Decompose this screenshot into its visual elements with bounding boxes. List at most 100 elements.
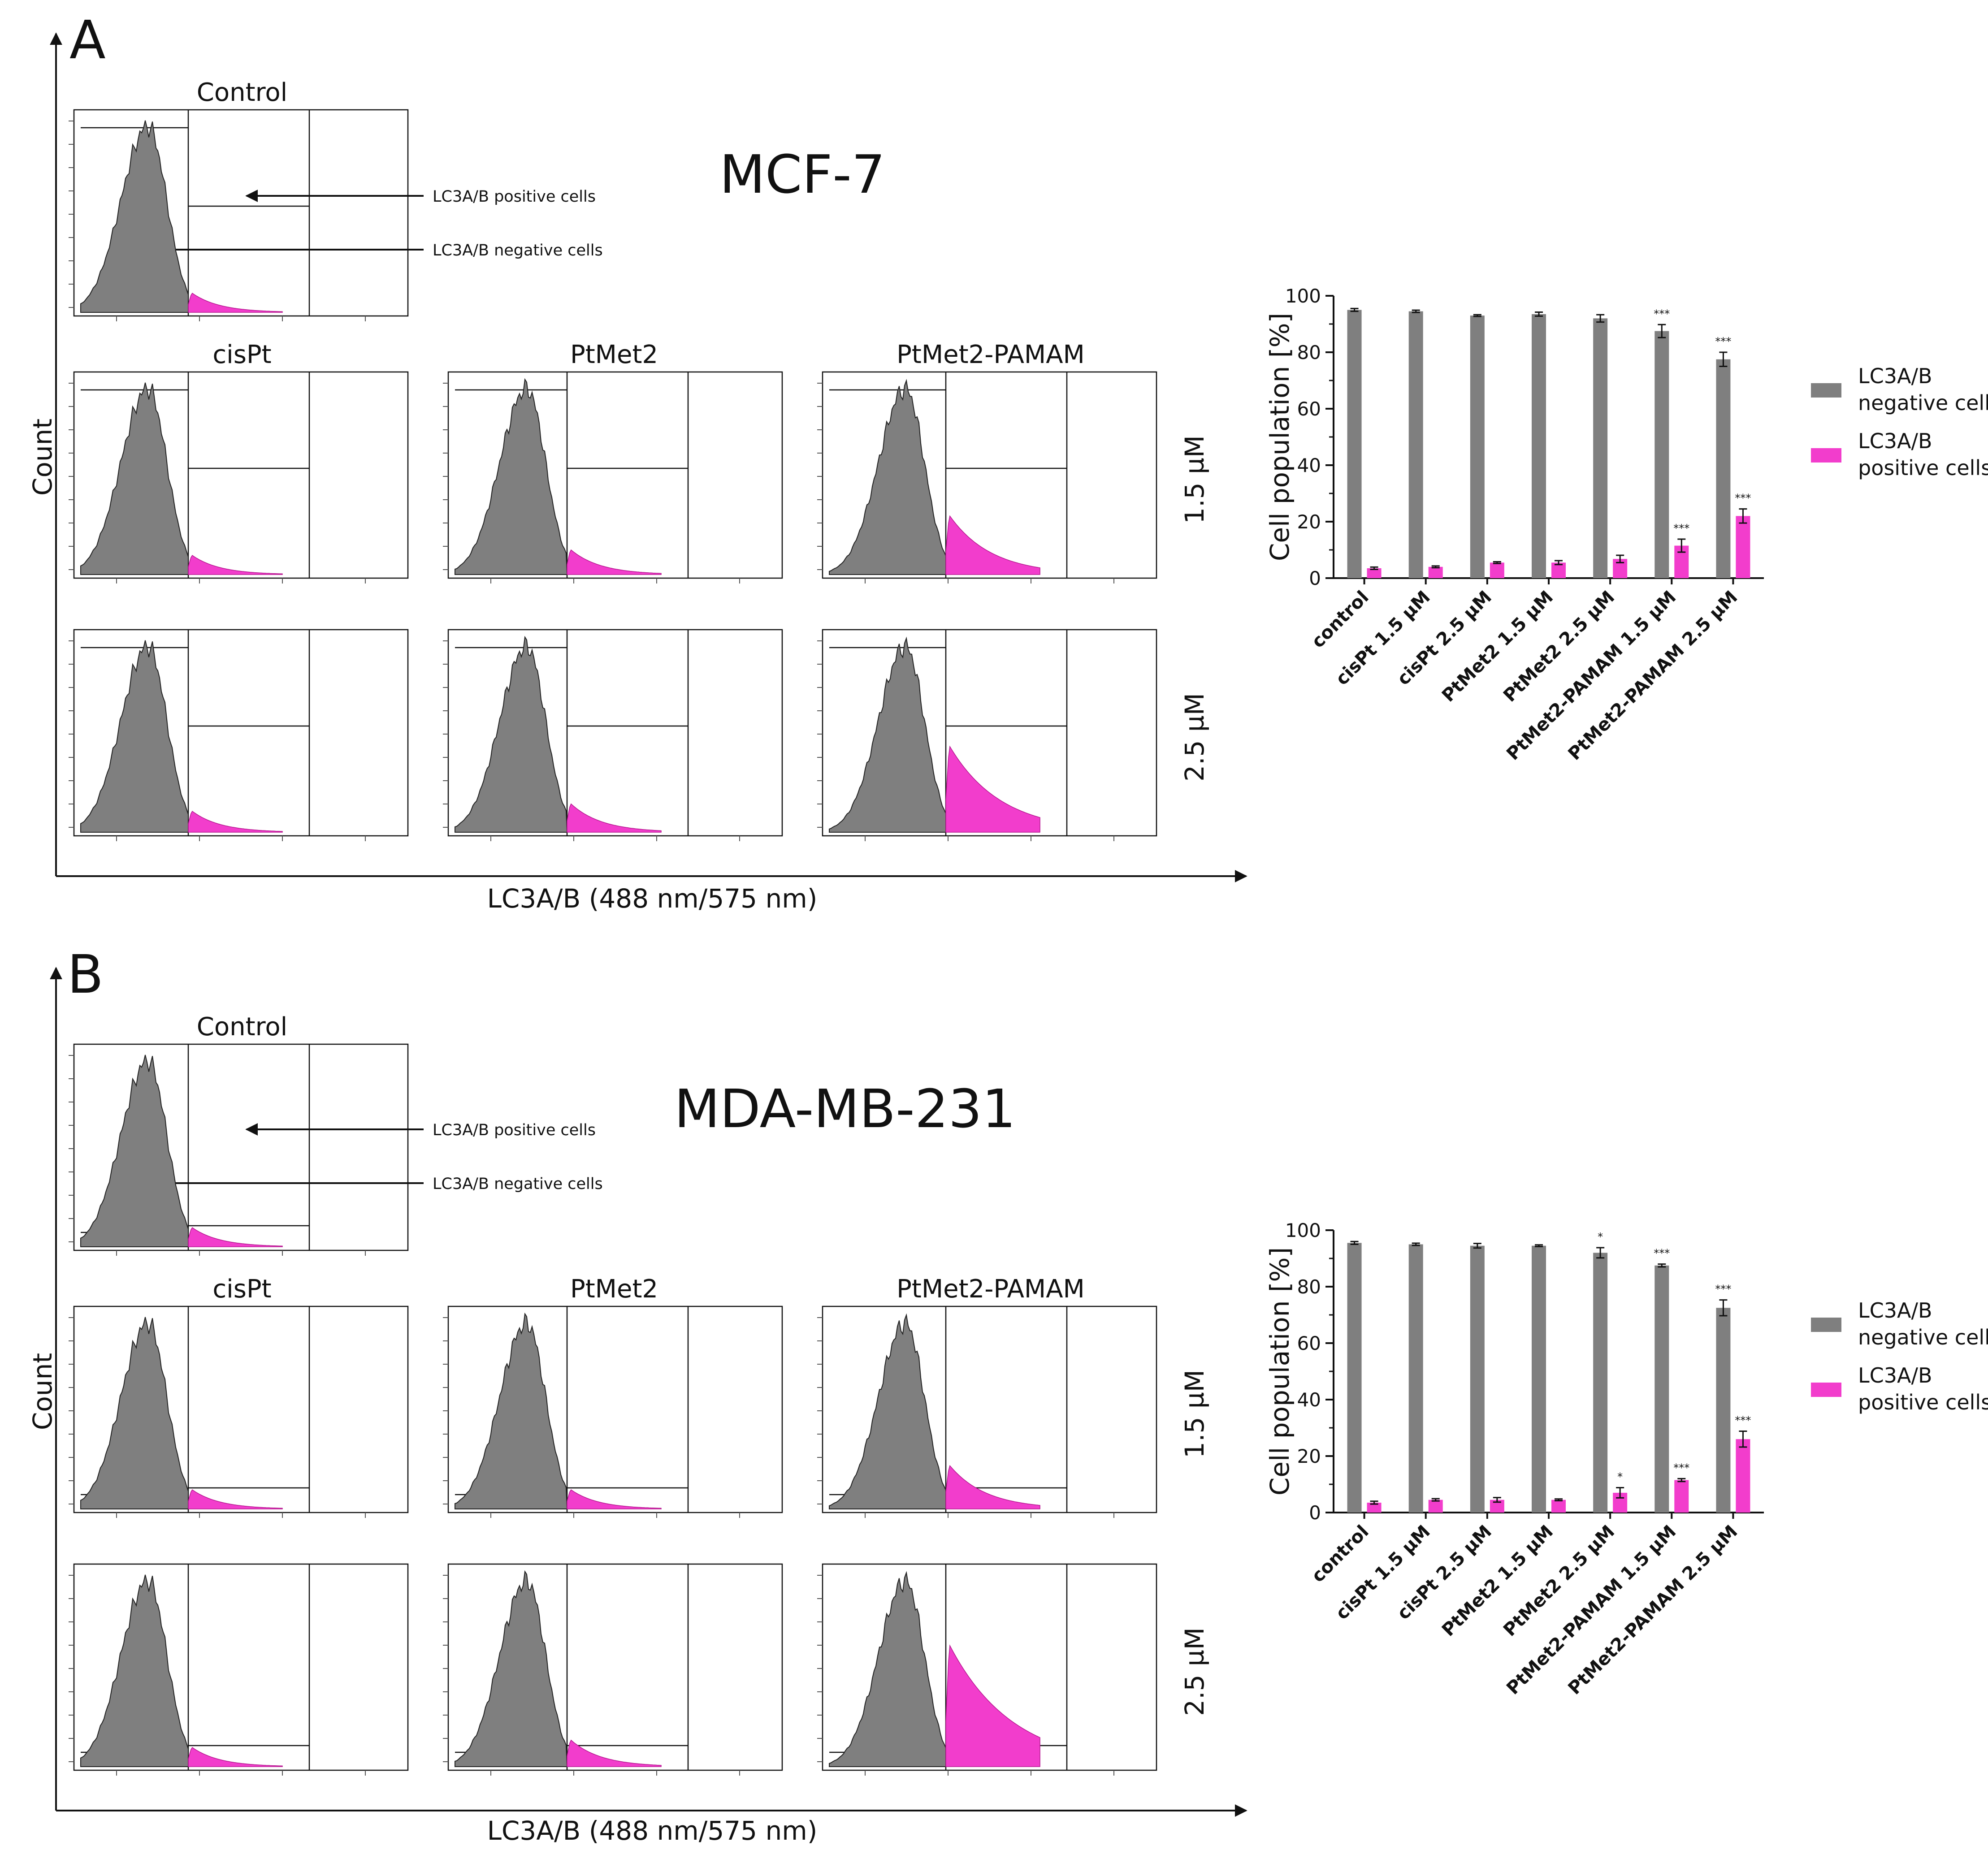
- histogram-frame: [822, 1563, 1157, 1771]
- y-tick-label: 40: [1297, 454, 1321, 476]
- bar-positive: [1551, 1500, 1566, 1513]
- category-label: PtMet2 2.5 µM: [1499, 587, 1619, 706]
- annotation-positive-b: LC3A/B positive cells: [433, 1121, 596, 1139]
- histogram-frame: [447, 629, 783, 837]
- positive-population-histogram: [188, 293, 283, 313]
- histogram-cispt-2-5-b: [69, 1563, 409, 1776]
- bar-y-axis-label: Cell population [%]: [1265, 1247, 1295, 1496]
- label-2-5um-b: 2.5 µM: [1179, 1627, 1210, 1716]
- bar-negative: [1347, 310, 1362, 578]
- legend-label: LC3A/B: [1858, 364, 1932, 388]
- histogram-frame: [822, 1305, 1157, 1513]
- significance-label: ***: [1673, 1461, 1689, 1474]
- negative-population-histogram: [80, 382, 189, 575]
- positive-population-histogram: [188, 811, 283, 833]
- positive-population-histogram: [188, 1227, 283, 1247]
- bar-negative: [1716, 1308, 1731, 1513]
- bar-negative: [1408, 311, 1423, 578]
- histogram-cispt-1-5-a: [69, 371, 409, 584]
- cell-line-title-a: MCF-7: [719, 143, 885, 205]
- legend-swatch-positive: [1811, 448, 1841, 462]
- histogram-frame: [73, 1563, 409, 1771]
- bar-negative: [1470, 1245, 1485, 1513]
- histogram-frame: [73, 109, 409, 317]
- cell-line-title-b: MDA-MB-231: [674, 1078, 1016, 1140]
- bar-negative: [1532, 1245, 1546, 1513]
- histogram-ptmet2-2-5-b: [443, 1563, 783, 1776]
- panel-b: B MDA-MB-231 Count LC3A/B (488 nm/575 nm…: [27, 943, 1988, 1846]
- histogram-frame: [447, 1563, 783, 1771]
- label-1-5um-b: 1.5 µM: [1179, 1370, 1210, 1458]
- bar-positive: [1428, 1500, 1443, 1513]
- significance-label: ***: [1654, 1247, 1670, 1260]
- histogram-ptmet2-pamam-1-5-a: [817, 371, 1157, 584]
- bar-y-axis-label: Cell population [%]: [1265, 313, 1295, 561]
- histogram-frame: [822, 371, 1157, 579]
- histogram-ptmet2-1-5-a: [443, 371, 783, 584]
- panel-letter-b: B: [67, 943, 104, 1005]
- bar-negative: [1655, 331, 1669, 578]
- negative-population-histogram: [455, 378, 568, 575]
- histogram-frame: [447, 371, 783, 579]
- histogram-ptmet2-pamam-2-5-b: [817, 1563, 1157, 1776]
- count-label-a: Count: [27, 419, 58, 496]
- y-tick-label: 20: [1297, 511, 1321, 533]
- bar-negative: [1593, 1253, 1608, 1513]
- histogram-frame: [73, 371, 409, 579]
- category-label: PtMet2 2.5 µM: [1499, 1521, 1619, 1641]
- label-cispt-a: cisPt: [212, 340, 271, 369]
- y-tick-label: 80: [1297, 341, 1321, 363]
- category-label: PtMet2 1.5 µM: [1438, 587, 1557, 706]
- legend-label: negative cells: [1858, 391, 1988, 415]
- positive-population-histogram: [945, 1644, 1040, 1767]
- label-ptmet2-pamam-a: PtMet2-PAMAM: [897, 340, 1085, 369]
- annotation-negative-a: LC3A/B negative cells: [433, 242, 603, 259]
- y-tick-label: 100: [1285, 285, 1321, 307]
- positive-population-histogram: [188, 555, 283, 575]
- label-ptmet2-b: PtMet2: [570, 1275, 658, 1304]
- y-tick-label: 80: [1297, 1276, 1321, 1298]
- histogram-frame: [73, 629, 409, 837]
- y-tick-label: 60: [1297, 398, 1321, 420]
- negative-population-histogram: [80, 640, 189, 833]
- bar-positive: [1367, 1502, 1382, 1513]
- histogram-ptmet2-2-5-a: [443, 629, 783, 841]
- bar-negative: [1593, 318, 1608, 578]
- bar-negative: [1347, 1243, 1362, 1513]
- legend-label: LC3A/B: [1858, 1298, 1932, 1323]
- y-tick-label: 20: [1297, 1445, 1321, 1467]
- negative-population-histogram: [829, 379, 946, 575]
- negative-population-histogram: [455, 635, 568, 833]
- label-ptmet2-a: PtMet2: [570, 340, 658, 369]
- histogram-control-a: [69, 109, 409, 321]
- y-tick-label: 0: [1309, 1502, 1321, 1524]
- lc3ab-axis-label-a: LC3A/B (488 nm/575 nm): [487, 883, 818, 914]
- bar-negative: [1532, 314, 1546, 578]
- negative-population-histogram: [455, 1312, 568, 1509]
- histogram-frame: [73, 1043, 409, 1251]
- category-label: PtMet2 1.5 µM: [1438, 1521, 1557, 1641]
- positive-population-histogram: [567, 549, 662, 575]
- lc3ab-axis-label-b: LC3A/B (488 nm/575 nm): [487, 1815, 818, 1846]
- negative-population-histogram: [829, 1313, 946, 1509]
- legend-label: negative cells: [1858, 1325, 1988, 1349]
- histogram-ptmet2-1-5-b: [443, 1305, 783, 1518]
- legend-swatch-positive: [1811, 1383, 1841, 1397]
- significance-label: ***: [1673, 522, 1689, 535]
- bar-positive: [1674, 1480, 1689, 1513]
- annotation-positive-a: LC3A/B positive cells: [433, 188, 596, 206]
- bar-negative: [1655, 1265, 1669, 1513]
- histogram-cispt-2-5-a: [69, 629, 409, 841]
- y-tick-label: 40: [1297, 1389, 1321, 1411]
- label-control-b: Control: [197, 1012, 287, 1042]
- y-tick-label: 100: [1285, 1219, 1321, 1241]
- positive-population-histogram: [945, 1465, 1040, 1509]
- positive-population-histogram: [945, 515, 1040, 575]
- significance-label: ***: [1654, 307, 1670, 320]
- histogram-control-b: [69, 1043, 409, 1256]
- positive-population-histogram: [188, 1747, 283, 1767]
- significance-label: ***: [1715, 335, 1731, 348]
